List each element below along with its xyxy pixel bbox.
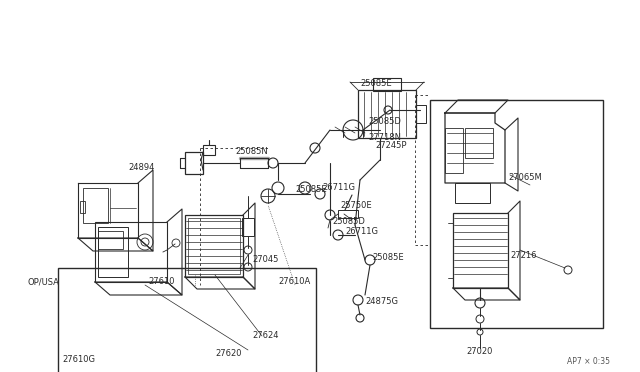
Bar — [465, 128, 493, 158]
Text: 25085E: 25085E — [295, 186, 326, 195]
Text: 25085N: 25085N — [236, 148, 268, 157]
Bar — [98, 227, 128, 277]
Text: 27624: 27624 — [252, 330, 278, 340]
Bar — [416, 105, 426, 123]
Text: 24894: 24894 — [129, 164, 155, 173]
Bar — [453, 213, 508, 288]
Bar — [358, 90, 416, 138]
Text: AP7 × 0:35: AP7 × 0:35 — [567, 357, 610, 366]
Text: 26711G: 26711G — [345, 228, 378, 237]
Text: 27065M: 27065M — [508, 173, 541, 183]
Text: 27216: 27216 — [510, 250, 536, 260]
Text: 27045: 27045 — [252, 256, 278, 264]
Bar — [430, 100, 603, 328]
Text: 25750E: 25750E — [340, 201, 372, 209]
Text: 27245P: 27245P — [375, 141, 406, 150]
Bar — [185, 152, 203, 174]
Bar — [185, 215, 243, 277]
Bar — [455, 183, 490, 203]
Bar — [83, 188, 108, 223]
Text: OP/USA: OP/USA — [28, 278, 60, 286]
Text: 27020: 27020 — [467, 347, 493, 356]
Text: 27718N: 27718N — [368, 134, 401, 142]
Bar — [338, 210, 358, 218]
Text: 26711G: 26711G — [322, 183, 355, 192]
Text: 25085D: 25085D — [368, 118, 401, 126]
Text: 27610: 27610 — [148, 278, 175, 286]
Text: 27610A: 27610A — [278, 278, 310, 286]
Text: 25085D: 25085D — [332, 218, 365, 227]
Bar — [203, 145, 215, 155]
Bar — [242, 218, 254, 236]
Bar — [98, 231, 123, 249]
Text: 27610G: 27610G — [62, 356, 95, 365]
Bar — [95, 222, 167, 282]
Bar — [58, 268, 316, 372]
Text: 27620: 27620 — [215, 349, 241, 357]
Text: 25085E: 25085E — [372, 253, 404, 263]
Bar — [373, 78, 401, 91]
Bar — [80, 201, 85, 213]
Text: 24875G: 24875G — [365, 298, 398, 307]
Text: 25085E: 25085E — [360, 80, 392, 89]
Bar — [445, 128, 463, 173]
Bar — [188, 218, 240, 274]
